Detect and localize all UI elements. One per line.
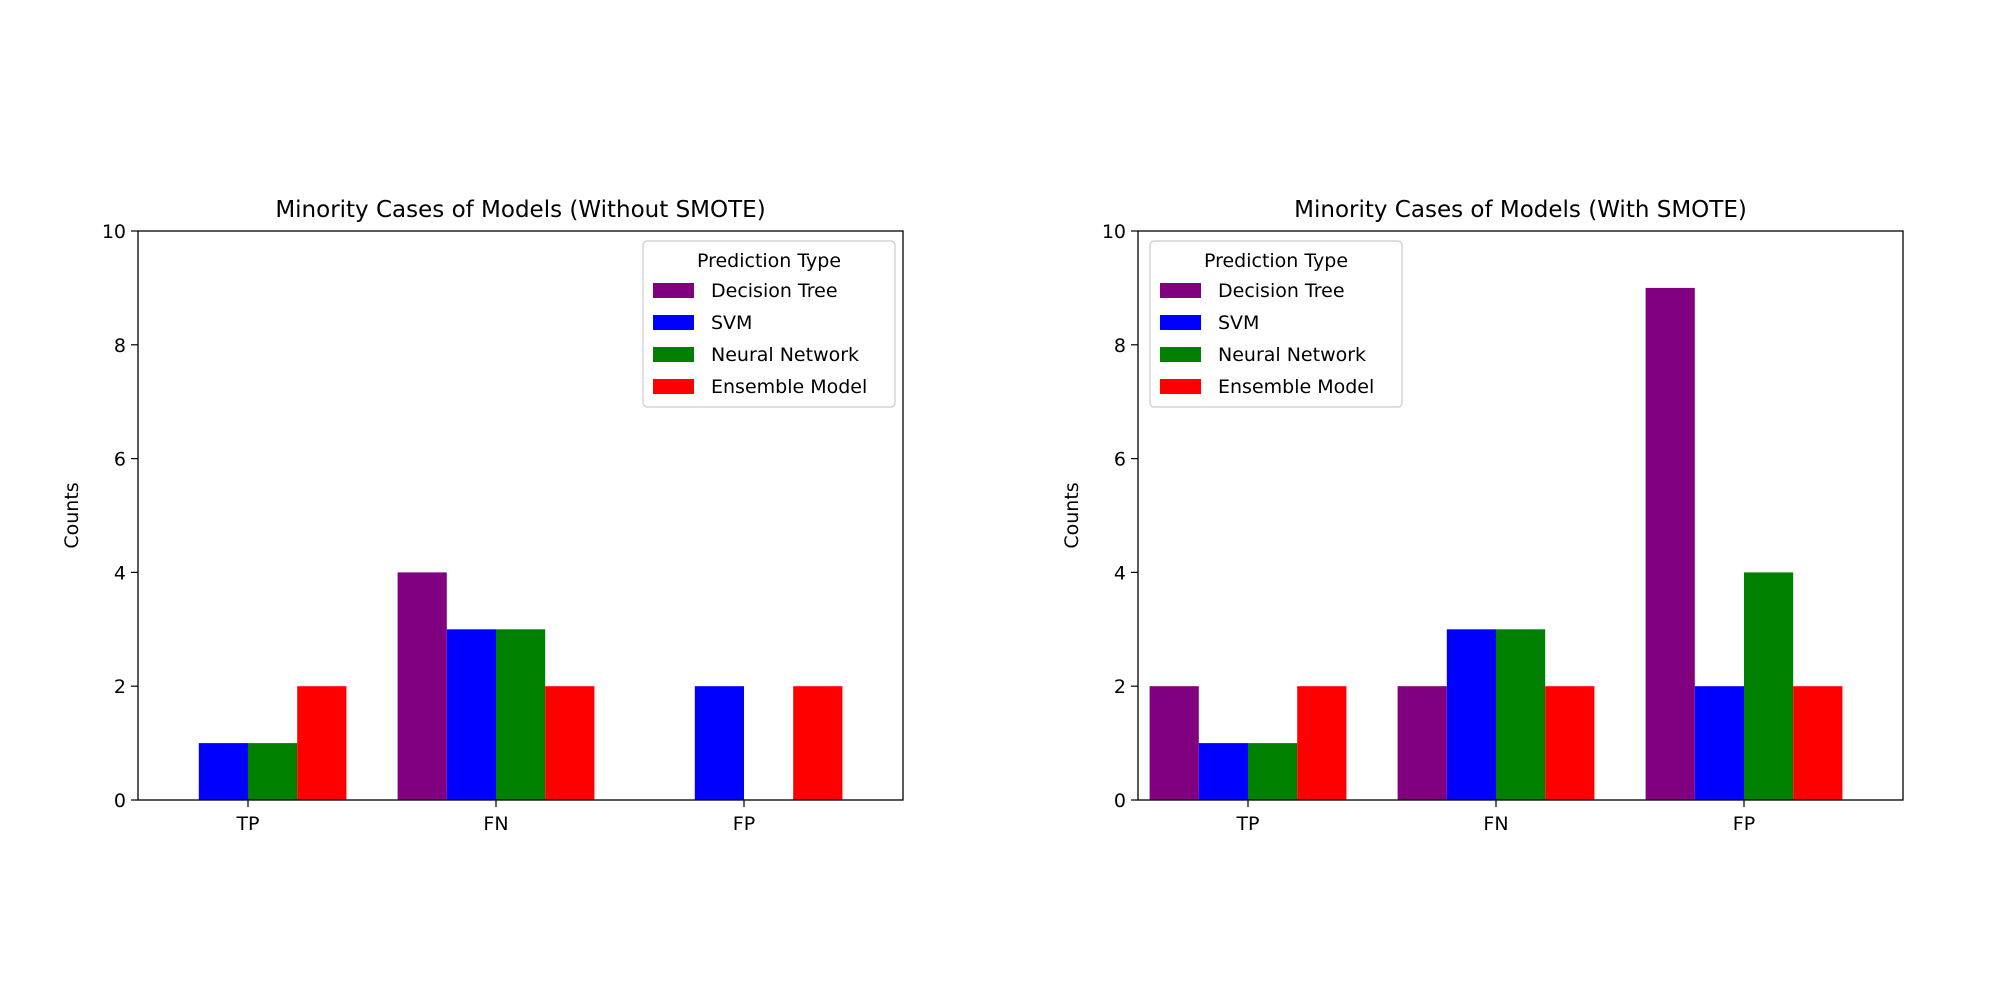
- legend-swatch: [653, 347, 694, 362]
- legend-swatch: [1160, 379, 1201, 394]
- y-axis-label: Counts: [1061, 482, 1083, 548]
- y-tick-label: 0: [114, 790, 126, 812]
- bar-ensemble-model-fn: [1545, 686, 1595, 800]
- bar-svm-fn: [1446, 629, 1496, 800]
- legend-entry: Ensemble Model: [1218, 376, 1374, 398]
- bar-decision-tree-fn: [397, 572, 447, 800]
- legend-entry: Neural Network: [1218, 344, 1366, 366]
- x-tick-label: FP: [733, 813, 755, 835]
- x-tick-label: FN: [1483, 813, 1508, 835]
- bar-neural-network-tp: [1248, 743, 1298, 800]
- y-tick-label: 8: [114, 335, 126, 357]
- legend-swatch: [1160, 283, 1201, 298]
- y-tick-label: 10: [1102, 221, 1126, 243]
- legend-swatch: [653, 315, 694, 330]
- bar-svm-fn: [446, 629, 496, 800]
- chart-title: Minority Cases of Models (Without SMOTE): [275, 197, 765, 223]
- legend-swatch: [1160, 315, 1201, 330]
- bar-decision-tree-fp: [1645, 287, 1695, 800]
- legend-entry: Decision Tree: [711, 280, 838, 302]
- y-tick-label: 6: [1114, 449, 1126, 471]
- y-axis-label: Counts: [61, 482, 83, 548]
- y-tick-label: 10: [102, 221, 126, 243]
- x-tick-label: FP: [1733, 813, 1755, 835]
- bar-svm-tp: [198, 743, 248, 800]
- bar-svm-tp: [1198, 743, 1248, 800]
- y-tick-label: 8: [1114, 335, 1126, 357]
- chart-panel-1: Minority Cases of Models (Without SMOTE)…: [61, 197, 904, 835]
- x-tick-label: TP: [235, 813, 259, 835]
- legend-entry: SVM: [1218, 312, 1259, 334]
- legend-swatch: [1160, 347, 1201, 362]
- x-tick-label: FN: [483, 813, 508, 835]
- y-tick-label: 4: [114, 562, 126, 584]
- legend-entry: Ensemble Model: [711, 376, 867, 398]
- bar-ensemble-model-tp: [297, 686, 347, 800]
- legend: Prediction Type Decision Tree SVM Neural Ne…: [642, 240, 896, 408]
- chart-title: Minority Cases of Models (With SMOTE): [1294, 197, 1747, 223]
- plot-frame: [137, 230, 904, 801]
- bar-decision-tree-fn: [1397, 686, 1447, 800]
- bar-ensemble-model-fp: [793, 686, 843, 800]
- legend-title: Prediction Type: [1204, 250, 1348, 272]
- y-tick-label: 2: [114, 676, 126, 698]
- legend-entry: Decision Tree: [1218, 280, 1345, 302]
- chart-panel-2: Minority Cases of Models (With SMOTE) Cou…: [1061, 197, 1904, 835]
- bar-ensemble-model-fn: [545, 686, 595, 800]
- bar-svm-fp: [694, 686, 744, 800]
- bar-ensemble-model-tp: [1297, 686, 1347, 800]
- bar-decision-tree-tp: [1149, 686, 1199, 800]
- y-tick-label: 6: [114, 449, 126, 471]
- legend-swatch: [653, 379, 694, 394]
- legend-box: [1149, 240, 1403, 408]
- y-tick-label: 2: [1114, 676, 1126, 698]
- x-tick-label: TP: [1235, 813, 1259, 835]
- legend-entry: SVM: [711, 312, 752, 334]
- legend-box: [642, 240, 896, 408]
- bar-neural-network-tp: [248, 743, 298, 800]
- bar-ensemble-model-fp: [1793, 686, 1843, 800]
- y-tick-label: 0: [1114, 790, 1126, 812]
- bar-svm-fp: [1694, 686, 1744, 800]
- bar-neural-network-fn: [496, 629, 546, 800]
- legend: Prediction Type Decision Tree SVM Neural Ne…: [1149, 240, 1403, 408]
- bar-neural-network-fp: [1744, 572, 1794, 800]
- legend-swatch: [653, 283, 694, 298]
- plot-frame: [1137, 230, 1904, 801]
- legend-entry: Neural Network: [711, 344, 859, 366]
- legend-title: Prediction Type: [697, 250, 841, 272]
- bar-neural-network-fn: [1496, 629, 1546, 800]
- y-tick-label: 4: [1114, 562, 1126, 584]
